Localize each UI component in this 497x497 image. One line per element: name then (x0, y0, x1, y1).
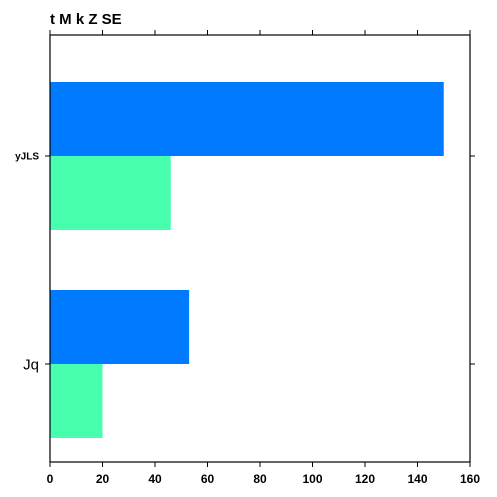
x-tick-label: 60 (201, 472, 215, 486)
x-tick-label: 0 (47, 472, 54, 486)
x-tick-label: 40 (148, 472, 162, 486)
bars-group (50, 82, 444, 438)
bar-yJLS-series-1 (50, 82, 444, 156)
y-axis: yJLS Jq (15, 152, 475, 373)
bar-yJLS-series-2 (50, 156, 171, 230)
x-tick-label: 100 (302, 472, 322, 486)
y-tick-label: Jq (23, 356, 39, 373)
bar-Jq-series-1 (50, 290, 190, 364)
x-tick-label: 80 (253, 472, 267, 486)
x-tick-label: 160 (460, 472, 480, 486)
bar-Jq-series-2 (50, 364, 103, 438)
y-tick-label: yJLS (15, 152, 39, 163)
x-axis: 0 20 40 60 80 100 120 140 160 (47, 30, 480, 486)
x-tick-label: 20 (96, 472, 110, 486)
chart-title: t M k Z SE (50, 11, 122, 28)
x-tick-label: 120 (355, 472, 375, 486)
x-tick-label: 140 (407, 472, 427, 486)
